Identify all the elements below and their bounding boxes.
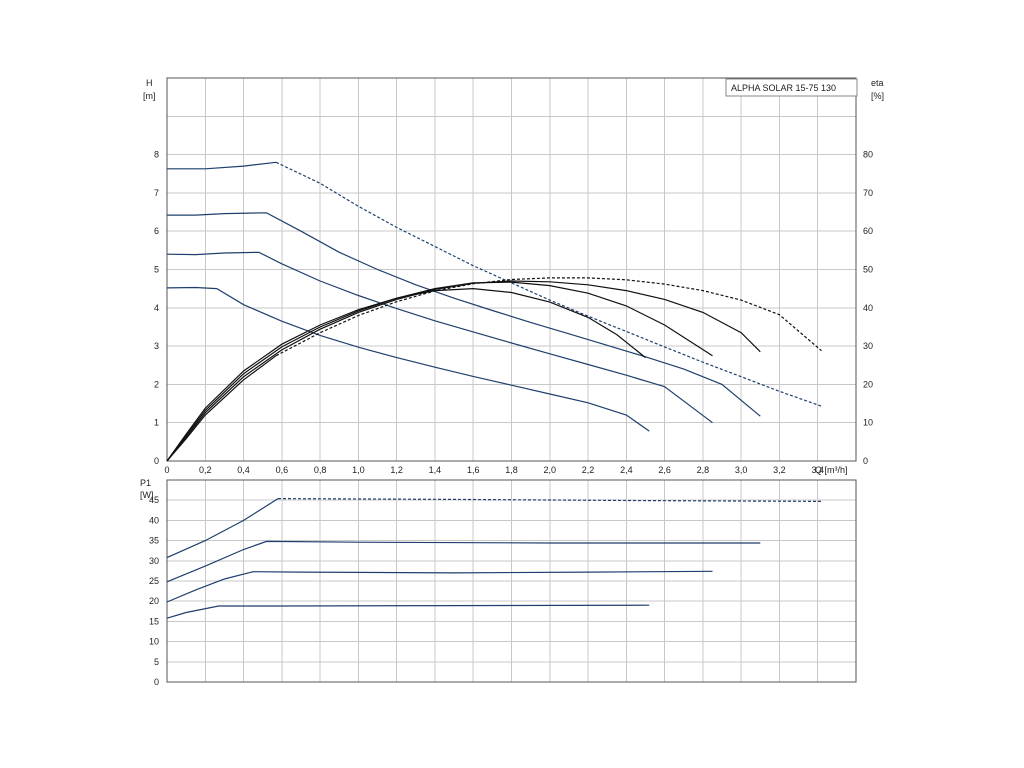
y-tick-label: 1	[154, 418, 159, 428]
x-tick-label: 2,8	[697, 465, 710, 475]
y-tick-label: 8	[154, 150, 159, 160]
bottom-curves	[166, 498, 822, 619]
x-tick-label: 2,4	[620, 465, 633, 475]
x-tick-label: 1,2	[390, 465, 403, 475]
y-tick-label: 5	[154, 265, 159, 275]
head-curve	[167, 212, 761, 417]
power-curve	[166, 570, 713, 603]
x-tick-label: 2,6	[658, 465, 671, 475]
top-y-tick-labels: 0 1 2 3 4 5 6 7 8	[154, 150, 159, 466]
head-curve	[166, 286, 650, 432]
power-y-tick-label: 25	[149, 576, 159, 586]
head-curve	[167, 161, 277, 170]
top-x-tick-labels: 0 0,2 0,4 0,6 0,8 1,0 1,2 1,4 1,6 1,8 2,0 2,2 2,4 2,6…	[164, 465, 823, 475]
x-tick-label: 1,8	[505, 465, 518, 475]
y2-tick-label: 10	[863, 418, 873, 428]
y2-axis-label-eta: eta	[871, 78, 884, 88]
y-tick-label: 6	[154, 226, 159, 236]
y-tick-label: 2	[154, 379, 159, 389]
efficiency-curve	[166, 287, 646, 462]
x-tick-label: 0,8	[314, 465, 327, 475]
bottom-grid	[167, 480, 856, 682]
power-curve	[166, 540, 761, 583]
efficiency-curve-max-dashed	[275, 277, 822, 357]
power-y-tick-label: 10	[149, 637, 159, 647]
x-tick-label: 3,4	[811, 465, 824, 475]
x-tick-label: 1,0	[352, 465, 365, 475]
power-y-tick-label: 15	[149, 616, 159, 626]
y-axis-unit-w: [W]	[140, 490, 154, 500]
y2-tick-label: 0	[863, 456, 868, 466]
x-tick-label: 2,2	[582, 465, 595, 475]
x-tick-label: 1,4	[429, 465, 442, 475]
head-efficiency-panel: 0 0,2 0,4 0,6 0,8 1,0 1,2 1,4 1,6 1,8 2,0 2,2 2,4 2,6…	[143, 77, 884, 475]
y2-tick-label: 40	[863, 303, 873, 313]
y2-tick-label: 70	[863, 188, 873, 198]
y2-axis-unit-percent: [%]	[871, 91, 884, 101]
y2-tick-label: 20	[863, 379, 873, 389]
power-panel: 0 5 10 15 20 25 30 35 40 45 P1 [W]	[140, 478, 857, 687]
x-axis-label: Q [m³/h]	[815, 465, 848, 475]
y2-tick-label: 60	[863, 226, 873, 236]
x-tick-label: 3,0	[735, 465, 748, 475]
x-tick-label: 2,0	[544, 465, 557, 475]
power-y-tick-label: 5	[154, 657, 159, 667]
x-tick-label: 0,2	[199, 465, 212, 475]
chart-title: ALPHA SOLAR 15-75 130	[731, 83, 836, 93]
top-curves	[166, 161, 822, 462]
top-plot-frame	[166, 77, 857, 462]
x-tick-label: 0,4	[237, 465, 250, 475]
power-y-tick-label: 20	[149, 596, 159, 606]
power-y-tick-label: 30	[149, 556, 159, 566]
power-y-tick-label: 0	[154, 677, 159, 687]
y-axis-label-p1: P1	[140, 478, 151, 488]
x-tick-label: 1,6	[467, 465, 480, 475]
power-y-tick-label: 40	[149, 515, 159, 525]
x-tick-label: 0	[164, 465, 169, 475]
power-curve-max-dashed	[277, 498, 822, 502]
power-curve	[166, 498, 279, 559]
power-y-tick-label: 45	[149, 495, 159, 505]
y2-tick-label: 30	[863, 341, 873, 351]
y-tick-label: 3	[154, 341, 159, 351]
y-tick-label: 0	[154, 456, 159, 466]
efficiency-curve	[166, 355, 277, 462]
power-curve	[166, 604, 650, 619]
y-axis-label-h: H	[146, 78, 153, 88]
efficiency-curve	[166, 281, 713, 462]
bottom-plot-frame	[166, 479, 857, 683]
top-y2-tick-labels: 0 10 20 30 40 50 60 70 80	[863, 150, 873, 466]
efficiency-curve	[166, 280, 761, 462]
y-tick-label: 7	[154, 188, 159, 198]
head-curve-max-dashed	[275, 161, 822, 407]
bottom-y-tick-labels: 0 5 10 15 20 25 30 35 40 45	[149, 495, 159, 687]
y-tick-label: 4	[154, 303, 159, 313]
head-curve	[166, 251, 713, 424]
top-grid	[167, 78, 856, 461]
x-tick-label: 0,6	[276, 465, 289, 475]
y2-tick-label: 50	[863, 265, 873, 275]
power-y-tick-label: 35	[149, 536, 159, 546]
x-tick-label: 3,2	[773, 465, 786, 475]
chart-title-box	[725, 78, 858, 97]
y2-tick-label: 80	[863, 150, 873, 160]
y-axis-unit-m: [m]	[143, 91, 156, 101]
